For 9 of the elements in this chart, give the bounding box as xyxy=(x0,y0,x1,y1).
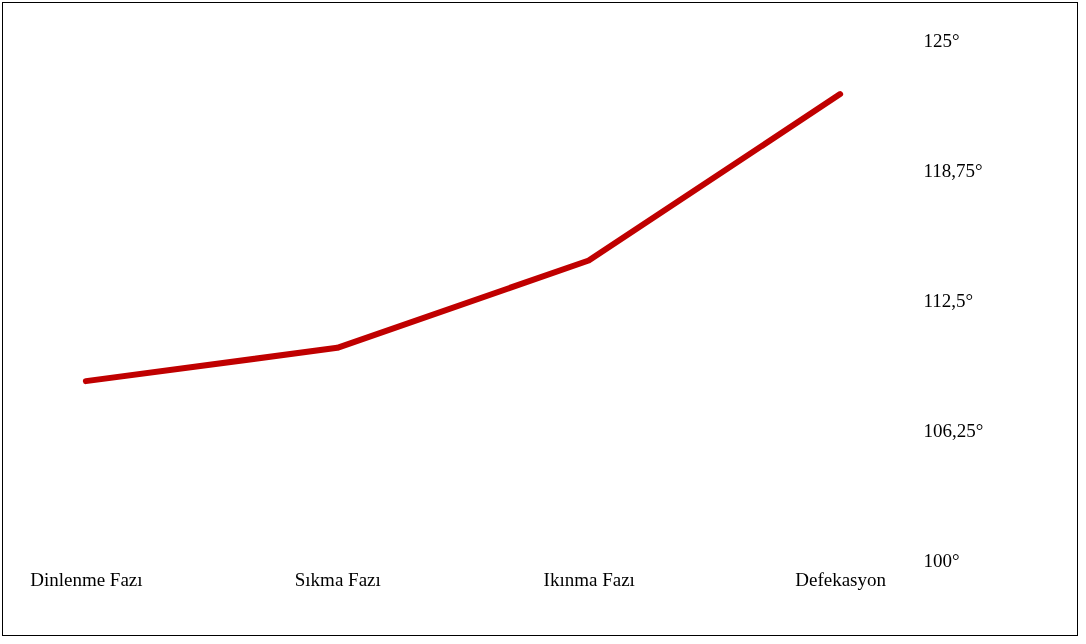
y-tick-label: 112,5° xyxy=(923,289,974,311)
y-tick-label: 125° xyxy=(923,29,960,51)
x-tick-label: Sıkma Fazı xyxy=(294,568,381,590)
x-tick-label: Dinlenme Fazı xyxy=(30,568,143,590)
y-tick-label: 100° xyxy=(923,549,960,571)
y-tick-label: 118,75° xyxy=(923,159,983,181)
x-tick-label: Defekasyon xyxy=(795,568,887,590)
y-tick-label: 106,25° xyxy=(923,419,984,441)
x-tick-label: Ikınma Fazı xyxy=(543,568,635,590)
